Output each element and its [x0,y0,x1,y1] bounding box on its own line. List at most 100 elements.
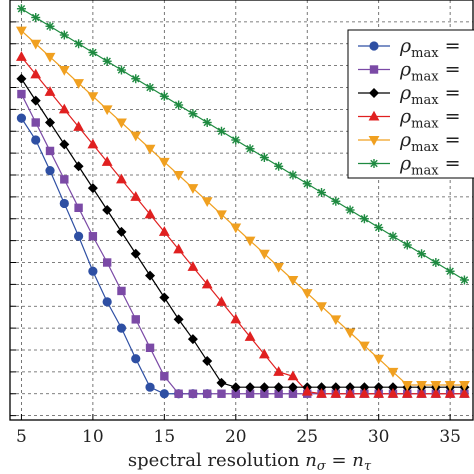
data-point [330,387,342,398]
x-tick-label: 15 [154,427,176,447]
series-line [20,117,208,395]
data-point-stroke [74,40,83,48]
data-point-stroke [289,171,297,179]
data-point [230,313,242,324]
data-point [116,226,127,237]
x-axis-label-sub1: σ [317,459,327,474]
data-point [173,171,185,181]
data-point-stroke [374,223,383,232]
data-point [73,79,84,89]
legend-entry: ρmax = [358,82,461,108]
data-point [288,170,298,180]
data-point [145,343,155,353]
data-point-stroke [303,180,311,188]
x-tick-label: 30 [368,427,390,447]
data-point [459,381,470,391]
data-point [316,302,327,313]
data-point [359,214,369,224]
data-point [444,381,456,391]
data-point [344,387,356,398]
data-point [16,113,27,123]
data-point [401,381,413,391]
x-tick-label: 20 [225,427,247,447]
data-point [74,39,84,49]
data-point-stroke [132,75,140,83]
data-point [431,258,441,267]
data-point [374,223,384,232]
data-point [58,66,70,76]
data-point [317,188,327,197]
data-point [102,56,112,66]
data-point [16,4,26,14]
data-point [131,315,140,324]
data-point [45,21,55,31]
data-point [160,372,169,381]
data-point [145,270,156,281]
data-point [102,258,112,267]
data-point-stroke [89,48,97,57]
data-point [369,65,379,74]
data-point [245,144,255,154]
data-point [59,139,70,150]
data-point [244,331,256,341]
x-tick-label: 25 [296,427,318,447]
data-point-stroke [174,101,183,109]
data-point [216,210,227,221]
x-tick-label: 35 [439,427,461,447]
legend-entry: ρmax = [358,129,461,155]
plot-frame [9,0,474,421]
data-point [173,314,184,325]
x-axis-label-eq: = [326,450,353,471]
data-point [158,157,170,168]
data-point [30,95,41,106]
data-point [273,382,284,393]
legend: ρmax =ρmax =ρmax =ρmax =ρmax =ρmax = [347,29,474,179]
data-point [159,292,170,303]
data-point-stroke [460,276,469,284]
data-point [287,276,299,286]
data-point [159,389,169,399]
data-point [144,208,156,219]
data-point [373,354,385,365]
data-point [117,286,126,296]
data-point [316,382,327,393]
data-point [369,41,379,51]
data-point [359,382,370,393]
legend-label: ρmax = [399,59,461,85]
legend-entry: ρmax = [358,153,461,179]
data-point [430,381,442,391]
data-point-stroke [246,145,254,153]
x-tick-label: 10 [82,427,104,447]
data-point [368,110,380,121]
data-point-stroke [146,83,154,92]
data-point [73,121,84,131]
legend-label: ρmax = [399,153,461,179]
data-point [17,89,26,99]
data-point [302,179,312,189]
data-point [387,382,398,393]
data-point [344,328,356,339]
data-point [216,126,226,136]
data-point [45,166,55,176]
data-point [31,135,41,145]
data-point-stroke [260,153,269,162]
data-point [44,52,56,63]
data-point-stroke [432,258,440,267]
data-point-stroke [370,159,378,168]
data-point-stroke [46,22,54,30]
data-point-stroke [160,92,169,100]
data-point [88,266,98,276]
data-point [116,173,127,184]
data-point [45,117,56,128]
data-point-stroke [31,13,40,22]
data-point [73,161,84,172]
data-point-stroke [17,5,26,13]
data-point [174,389,183,398]
data-point [173,243,185,254]
data-point [287,382,298,393]
data-point [231,389,240,398]
data-point [102,205,113,215]
data-point [202,118,212,127]
data-point [30,39,42,50]
data-point [73,231,84,241]
